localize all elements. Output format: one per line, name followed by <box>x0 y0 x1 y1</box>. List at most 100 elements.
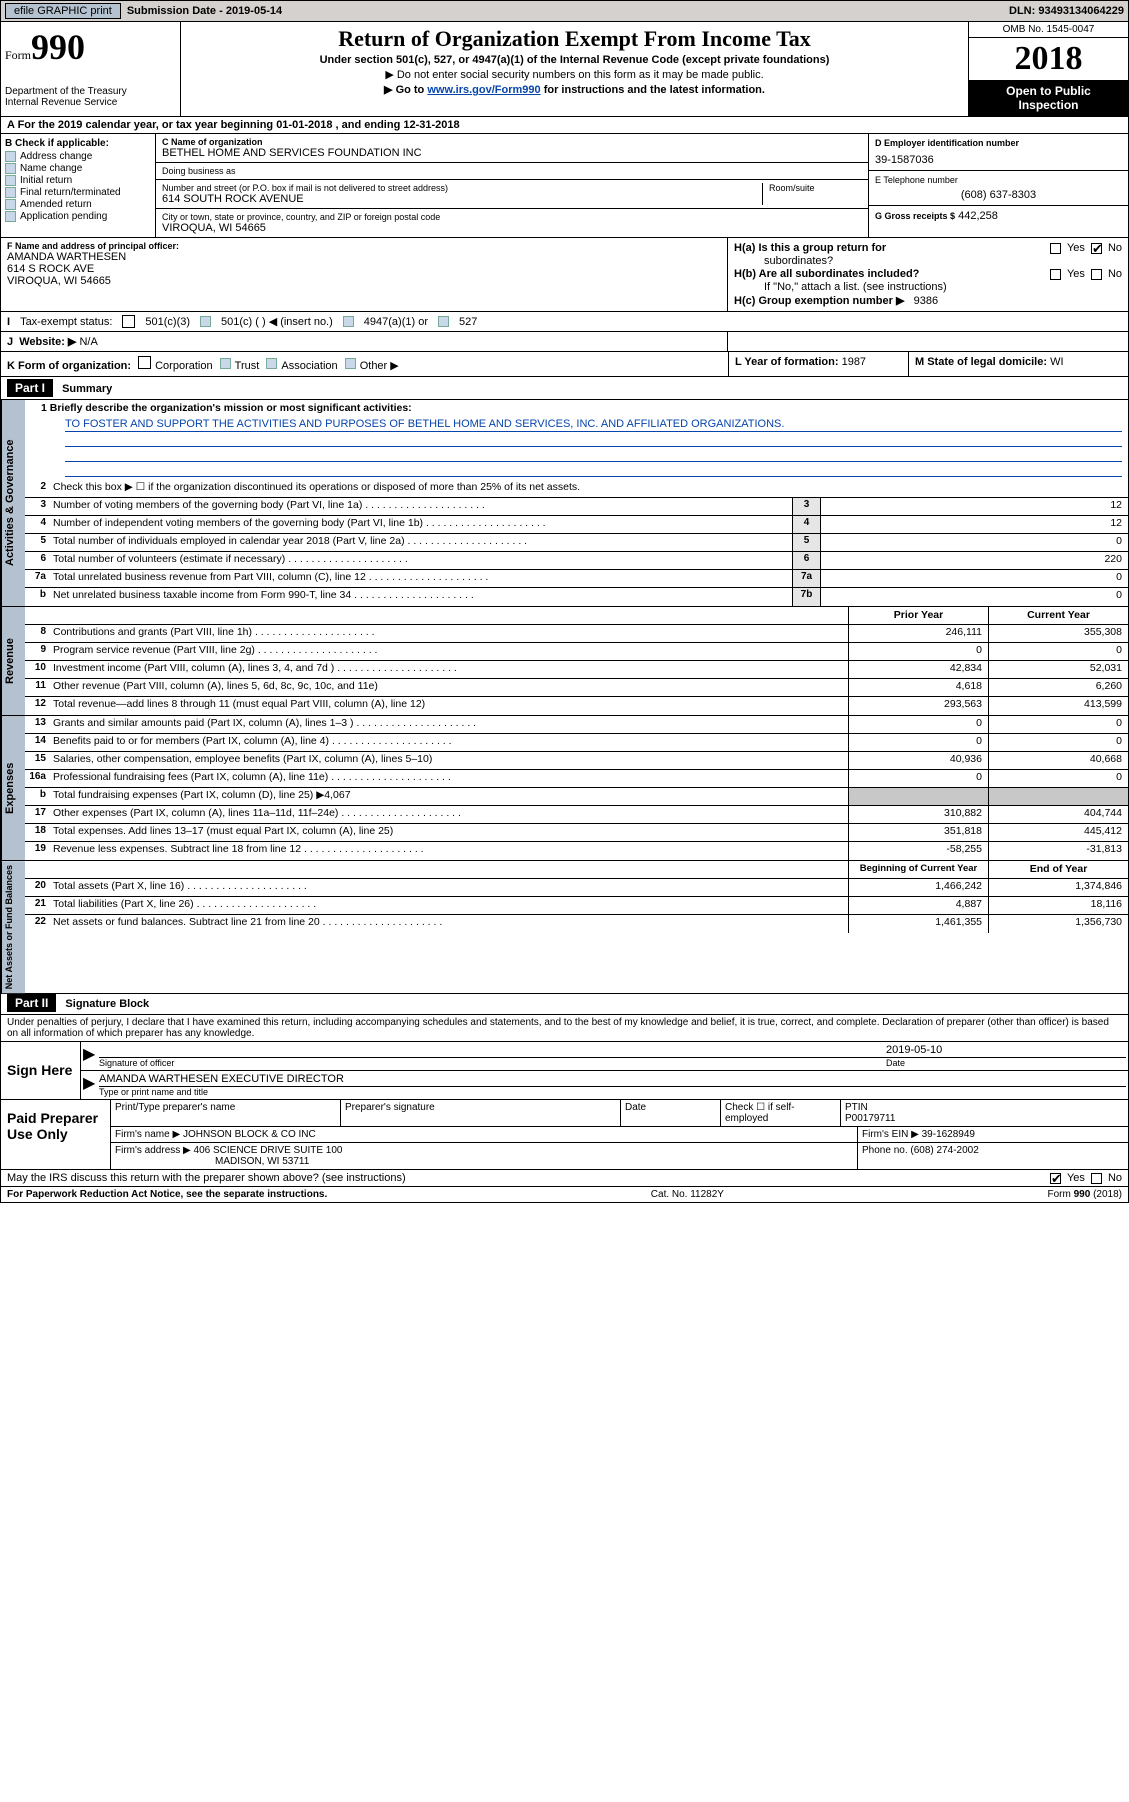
line20-prior: 1,466,242 <box>848 879 988 896</box>
paid-preparer-label: Paid Preparer Use Only <box>1 1100 111 1169</box>
phone-label: Phone no. <box>862 1145 908 1156</box>
checkbox-other[interactable] <box>345 358 356 369</box>
checkbox-corporation[interactable] <box>138 356 151 369</box>
line8-current: 355,308 <box>988 625 1128 642</box>
checkbox-501c3[interactable] <box>122 315 135 328</box>
line15-current: 40,668 <box>988 752 1128 769</box>
mission-text: TO FOSTER AND SUPPORT THE ACTIVITIES AND… <box>65 418 1122 432</box>
officer-name: AMANDA WARTHESEN <box>7 251 721 263</box>
line13-current: 0 <box>988 716 1128 733</box>
line10-current: 52,031 <box>988 661 1128 678</box>
line19-current: -31,813 <box>988 842 1128 860</box>
line9-desc: Program service revenue (Part VIII, line… <box>49 643 848 660</box>
checkbox-ha-yes[interactable] <box>1050 243 1061 254</box>
line16a-current: 0 <box>988 770 1128 787</box>
line19-prior: -58,255 <box>848 842 988 860</box>
checkbox-final-return[interactable] <box>5 187 16 198</box>
checkbox-amended[interactable] <box>5 199 16 210</box>
topbar: efile GRAPHIC print Submission Date - 20… <box>1 1 1128 22</box>
gross-receipts-label: G Gross receipts $ <box>875 211 955 221</box>
current-year-header: Current Year <box>988 607 1128 624</box>
self-employed-label: Check ☐ if self-employed <box>721 1100 841 1126</box>
line12-prior: 293,563 <box>848 697 988 715</box>
form-number: 990 <box>31 27 85 67</box>
end-year-header: End of Year <box>988 861 1128 878</box>
line4-desc: Number of independent voting members of … <box>49 516 792 533</box>
checkbox-address-change[interactable] <box>5 151 16 162</box>
checkbox-name-change[interactable] <box>5 163 16 174</box>
row-j-website: J Website: ▶ N/A <box>1 332 728 351</box>
paperwork-notice: For Paperwork Reduction Act Notice, see … <box>7 1189 327 1200</box>
checkbox-hb-no[interactable] <box>1091 269 1102 280</box>
form-subtitle-2: ▶ Do not enter social security numbers o… <box>191 68 958 81</box>
cat-number: Cat. No. 11282Y <box>651 1189 724 1200</box>
column-c-org-info: C Name of organization BETHEL HOME AND S… <box>156 134 868 237</box>
line19-desc: Revenue less expenses. Subtract line 18 … <box>49 842 848 860</box>
line16a-prior: 0 <box>848 770 988 787</box>
state-domicile: M State of legal domicile: WI <box>908 352 1128 376</box>
part-ii-header: Part II <box>7 994 56 1012</box>
line6-desc: Total number of volunteers (estimate if … <box>49 552 792 569</box>
officer-addr1: 614 S ROCK AVE <box>7 263 721 275</box>
checkbox-association[interactable] <box>266 358 277 369</box>
line18-desc: Total expenses. Add lines 13–17 (must eq… <box>49 824 848 841</box>
phone-value: (608) 274-2002 <box>910 1145 978 1156</box>
checkbox-discuss-yes[interactable] <box>1050 1173 1061 1184</box>
ptin-value: P00179711 <box>845 1113 1124 1124</box>
line21-current: 18,116 <box>988 897 1128 914</box>
checkbox-ha-no[interactable] <box>1091 243 1102 254</box>
form-label: Form <box>5 48 31 62</box>
line5-desc: Total number of individuals employed in … <box>49 534 792 551</box>
dba-label: Doing business as <box>162 166 236 176</box>
beginning-year-header: Beginning of Current Year <box>848 861 988 878</box>
preparer-date-label: Date <box>621 1100 721 1126</box>
line7a-value: 0 <box>820 570 1128 587</box>
line20-current: 1,374,846 <box>988 879 1128 896</box>
checkbox-4947[interactable] <box>343 316 354 327</box>
checkbox-initial-return[interactable] <box>5 175 16 186</box>
line8-desc: Contributions and grants (Part VIII, lin… <box>49 625 848 642</box>
gross-receipts-value: 442,258 <box>958 210 998 222</box>
checkbox-hb-yes[interactable] <box>1050 269 1061 280</box>
line22-desc: Net assets or fund balances. Subtract li… <box>49 915 848 933</box>
discuss-preparer-text: May the IRS discuss this return with the… <box>7 1172 406 1184</box>
prior-year-header: Prior Year <box>848 607 988 624</box>
line11-desc: Other revenue (Part VIII, column (A), li… <box>49 679 848 696</box>
dept-treasury: Department of the Treasury <box>5 86 176 97</box>
column-d-ein: D Employer identification number 39-1587… <box>868 134 1128 237</box>
firm-address-1: 406 SCIENCE DRIVE SUITE 100 <box>194 1145 343 1156</box>
firm-name-label: Firm's name ▶ <box>115 1129 180 1140</box>
line16a-desc: Professional fundraising fees (Part IX, … <box>49 770 848 787</box>
side-label-governance: Activities & Governance <box>1 400 25 606</box>
name-arrow-icon: ▶ <box>83 1073 99 1097</box>
org-name: BETHEL HOME AND SERVICES FOUNDATION INC <box>162 147 862 159</box>
perjury-declaration: Under penalties of perjury, I declare th… <box>1 1015 1128 1042</box>
group-exemption-number: 9386 <box>914 295 938 307</box>
line12-current: 413,599 <box>988 697 1128 715</box>
submission-date: Submission Date - 2019-05-14 <box>127 5 282 17</box>
line12-desc: Total revenue—add lines 8 through 11 (mu… <box>49 697 848 715</box>
name-title-label: Type or print name and title <box>99 1087 1126 1097</box>
telephone-label: E Telephone number <box>875 175 1122 185</box>
column-f-principal-officer: F Name and address of principal officer:… <box>1 238 728 311</box>
dln-label: DLN: 93493134064229 <box>1009 5 1124 17</box>
irs-link[interactable]: www.irs.gov/Form990 <box>427 84 540 96</box>
ein-label: D Employer identification number <box>875 138 1122 148</box>
side-label-revenue: Revenue <box>1 607 25 715</box>
efile-button[interactable]: efile GRAPHIC print <box>5 3 121 19</box>
checkbox-501c[interactable] <box>200 316 211 327</box>
row-k-form-org: K Form of organization: Corporation Trus… <box>1 352 728 376</box>
line7b-desc: Net unrelated business taxable income fr… <box>49 588 792 606</box>
side-label-expenses: Expenses <box>1 716 25 860</box>
checkbox-527[interactable] <box>438 316 449 327</box>
street-label: Number and street (or P.O. box if mail i… <box>162 183 762 193</box>
checkbox-trust[interactable] <box>220 358 231 369</box>
checkbox-application-pending[interactable] <box>5 211 16 222</box>
line14-desc: Benefits paid to or for members (Part IX… <box>49 734 848 751</box>
line22-current: 1,356,730 <box>988 915 1128 933</box>
line16b-current <box>988 788 1128 805</box>
line10-prior: 42,834 <box>848 661 988 678</box>
checkbox-discuss-no[interactable] <box>1091 1173 1102 1184</box>
line3-value: 12 <box>820 498 1128 515</box>
line17-prior: 310,882 <box>848 806 988 823</box>
